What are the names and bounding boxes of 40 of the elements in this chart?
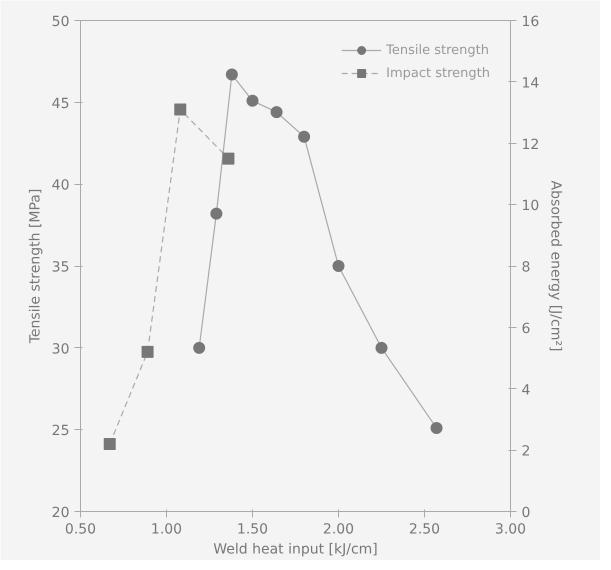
y-tick-label: 35 (52, 260, 70, 276)
y2-tick-label: 0 (522, 505, 530, 521)
point (193, 342, 206, 354)
x-tick-label: 1.50 (236, 522, 268, 538)
x-tick-label: 0.50 (64, 522, 96, 538)
y-tick-label: 20 (52, 505, 70, 521)
point (226, 68, 238, 80)
y2-tick-label: 6 (522, 320, 530, 337)
point (332, 260, 344, 272)
y-tick-label: 45 (52, 96, 70, 112)
y-tick-label: 25 (52, 423, 70, 440)
point (222, 152, 234, 165)
y2-axis-title: Absorbed energy [J/cm²] (547, 180, 564, 352)
legend-label: Tensile strength (386, 42, 489, 58)
point (298, 130, 310, 143)
legend-label: Impact strength (386, 66, 490, 80)
y2-tick-label: 2 (522, 444, 530, 460)
x-tick-label: 2.50 (408, 522, 440, 538)
y2-tick-label: 8 (522, 260, 530, 276)
x-tick-label: 2.00 (322, 522, 354, 538)
x-tick-label: 3.00 (494, 522, 526, 538)
y-axis-title: Tensile strength [MPa] (28, 188, 44, 344)
point (142, 346, 154, 358)
x-tick-label: 1.00 (150, 522, 182, 538)
point (270, 106, 283, 118)
y-tick-label: 50 (52, 14, 70, 30)
y2-tick-label: 12 (522, 136, 540, 153)
y-tick-label: 30 (52, 341, 70, 358)
point (104, 438, 116, 450)
point (430, 422, 443, 434)
x-axis-title: Weld heat input [kJ/cm] (213, 542, 378, 558)
point (376, 342, 388, 354)
point (174, 103, 186, 116)
y2-tick-label: 14 (522, 75, 540, 92)
point (246, 94, 258, 107)
y2-tick-label: 4 (522, 382, 530, 398)
point (210, 208, 222, 220)
y2-tick-label: 16 (522, 14, 540, 30)
y2-tick-label: 10 (522, 198, 540, 214)
y-tick-label: 40 (52, 178, 70, 194)
